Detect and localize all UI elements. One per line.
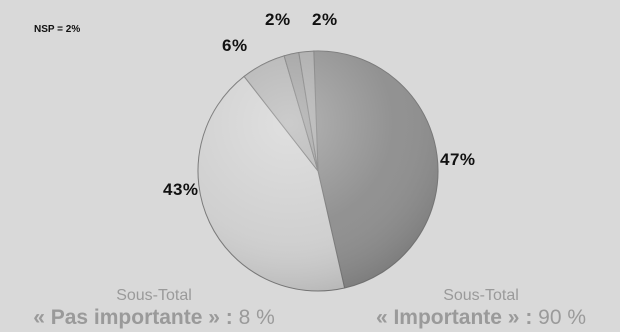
pie-shading <box>198 51 438 291</box>
subtotal-label: « Importante » : <box>375 306 533 329</box>
slice-label-2b: 2% <box>312 10 338 29</box>
subtotal-pas-importante: Sous-Total « Pas importante » : 8 % <box>4 286 304 330</box>
slice-label-47: 47% <box>440 150 476 169</box>
slice-label-43: 43% <box>163 180 199 199</box>
subtotal-importante: Sous-Total « Importante » : 90 % <box>346 286 616 330</box>
subtotal-title: Sous-Total <box>116 287 192 304</box>
slice-label-2a: 2% <box>265 10 291 29</box>
subtotal-value: 8 % <box>238 306 275 329</box>
subtotal-label: « Pas importante » : <box>33 306 233 329</box>
subtotal-line: « Pas importante » : 8 % <box>4 305 304 330</box>
nsp-note: NSP = 2% <box>34 24 81 35</box>
subtotal-title: Sous-Total <box>443 287 519 304</box>
subtotal-line: « Importante » : 90 % <box>346 305 616 330</box>
subtotal-value: 90 % <box>538 306 587 329</box>
slice-label-6: 6% <box>222 36 248 55</box>
